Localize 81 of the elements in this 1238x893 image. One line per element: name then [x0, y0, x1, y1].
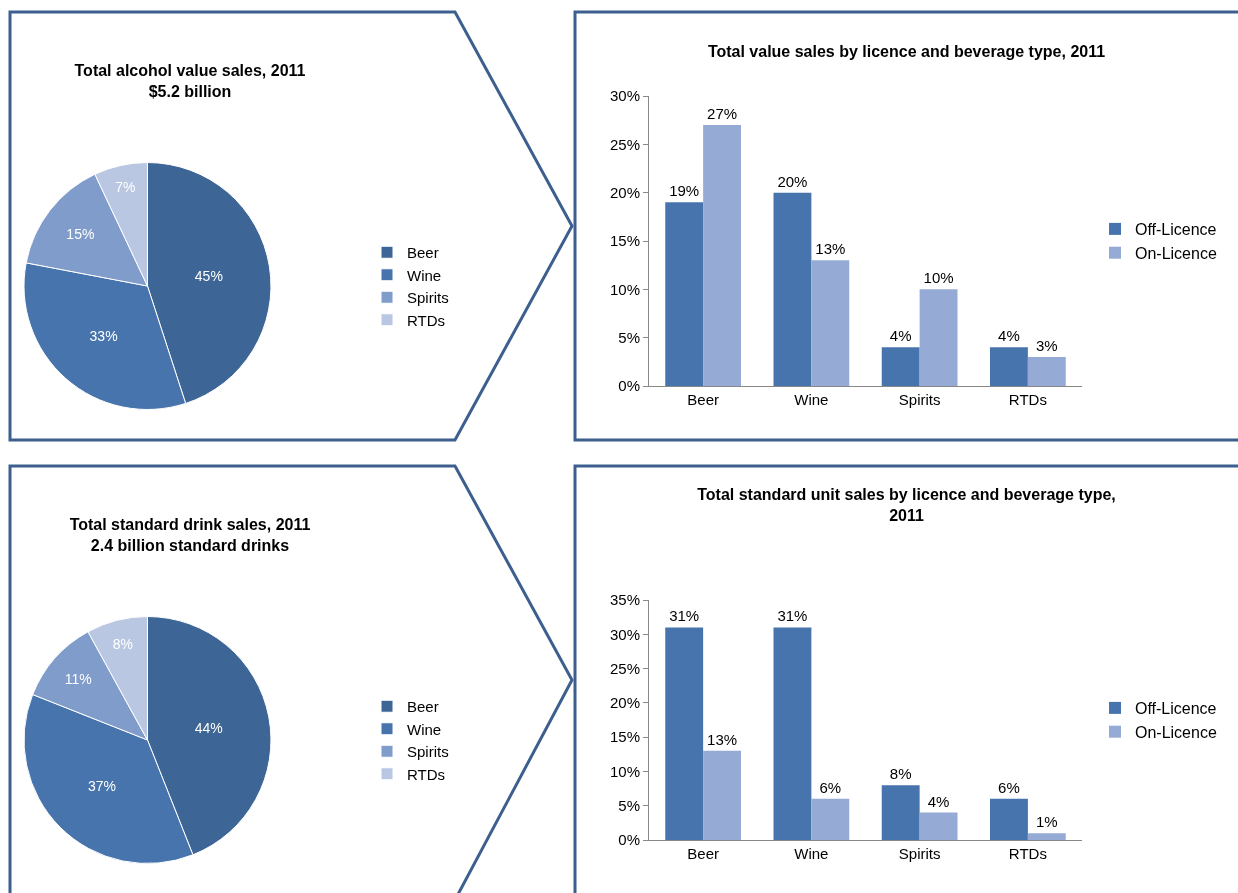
- data-label: 7%: [115, 179, 136, 196]
- legend-label: Spirits: [407, 743, 449, 761]
- data-label: 6%: [998, 778, 1020, 796]
- data-label: 13%: [815, 240, 846, 258]
- y-tick-label: 35%: [609, 591, 640, 609]
- data-label: 4%: [998, 327, 1020, 345]
- y-tick-label: 30%: [609, 87, 640, 105]
- y-tick-label: 25%: [609, 659, 640, 677]
- x-tick-label: Beer: [687, 391, 719, 408]
- data-label: 8%: [112, 636, 133, 653]
- legend-label: RTDs: [407, 765, 446, 783]
- data-label: 31%: [777, 607, 808, 625]
- y-tick-label: 5%: [618, 796, 640, 814]
- y-tick-label: 15%: [609, 232, 640, 250]
- data-label: 15%: [66, 225, 95, 242]
- legend-label: Beer: [407, 244, 439, 262]
- y-tick-label: 0%: [618, 377, 640, 395]
- chart-title: Total standard unit sales by licence and beverage type, 2011: [697, 486, 1116, 524]
- legend-label: Wine: [407, 266, 442, 284]
- x-tick-label: Wine: [794, 845, 829, 862]
- data-label: 6%: [819, 778, 842, 796]
- data-label: 44%: [194, 720, 223, 737]
- bar: [919, 289, 958, 386]
- y-tick-label: 5%: [618, 328, 640, 346]
- x-tick-label: RTDs: [1008, 391, 1047, 408]
- y-tick-label: 20%: [609, 183, 640, 201]
- x-tick-label: Wine: [794, 391, 829, 408]
- y-tick-label: 30%: [609, 625, 640, 643]
- y-tick-label: 20%: [609, 694, 640, 712]
- x-tick-label: Beer: [687, 845, 719, 862]
- legend-label: On-Licence: [1134, 723, 1217, 741]
- legend-label: Wine: [407, 720, 442, 738]
- bar: [703, 125, 742, 386]
- data-label: 20%: [777, 172, 808, 190]
- chart-title: Total alcohol value sales, 2011: [74, 62, 306, 79]
- data-label: 4%: [927, 792, 950, 810]
- chart-subtitle: 2.4 billion standard drinks: [90, 536, 290, 554]
- bar: [881, 785, 920, 840]
- bar: [1027, 357, 1066, 386]
- bar: [989, 798, 1028, 840]
- legend-label: On-Licence: [1134, 244, 1217, 262]
- chart-title: Total value sales by licence and beverage type, 2011: [707, 43, 1106, 61]
- bar: [773, 192, 812, 386]
- data-label: 4%: [889, 327, 912, 345]
- y-tick-label: 25%: [609, 135, 640, 153]
- bar: [665, 202, 704, 386]
- data-label: 1%: [1035, 813, 1058, 831]
- bar: [665, 627, 704, 840]
- data-label: 31%: [669, 607, 700, 625]
- data-label: 3%: [1035, 337, 1058, 354]
- x-tick-label: Spirits: [898, 845, 941, 862]
- data-label: 8%: [889, 765, 912, 783]
- chart-title: Total standard drink sales, 2011: [69, 516, 311, 533]
- bar: [1027, 833, 1066, 840]
- data-label: 19%: [669, 182, 700, 200]
- y-tick-label: 0%: [618, 831, 640, 849]
- bar: [811, 798, 850, 840]
- bar: [919, 812, 958, 840]
- data-label: 10%: [923, 269, 954, 287]
- legend-label: Beer: [407, 698, 439, 716]
- y-tick-label: 15%: [609, 728, 640, 746]
- legend-label: Off-Licence: [1134, 221, 1217, 239]
- chart-subtitle: $5.2 billion: [148, 82, 232, 100]
- data-label: 27%: [707, 105, 738, 122]
- data-label: 37%: [87, 777, 116, 794]
- bar: [811, 260, 850, 386]
- legend-label: Spirits: [407, 289, 449, 307]
- data-label: 13%: [707, 730, 738, 748]
- bar: [703, 750, 742, 840]
- x-tick-label: Spirits: [898, 391, 941, 408]
- x-tick-label: RTDs: [1008, 845, 1047, 862]
- bar: [881, 347, 920, 386]
- legend-label: Off-Licence: [1134, 700, 1217, 718]
- data-label: 33%: [89, 327, 118, 344]
- data-label: 11%: [64, 671, 92, 687]
- legend-label: RTDs: [407, 311, 446, 329]
- y-tick-label: 10%: [609, 762, 640, 780]
- y-tick-label: 10%: [609, 280, 640, 298]
- data-label: 45%: [194, 268, 223, 285]
- bar: [989, 347, 1028, 386]
- bar: [773, 627, 812, 840]
